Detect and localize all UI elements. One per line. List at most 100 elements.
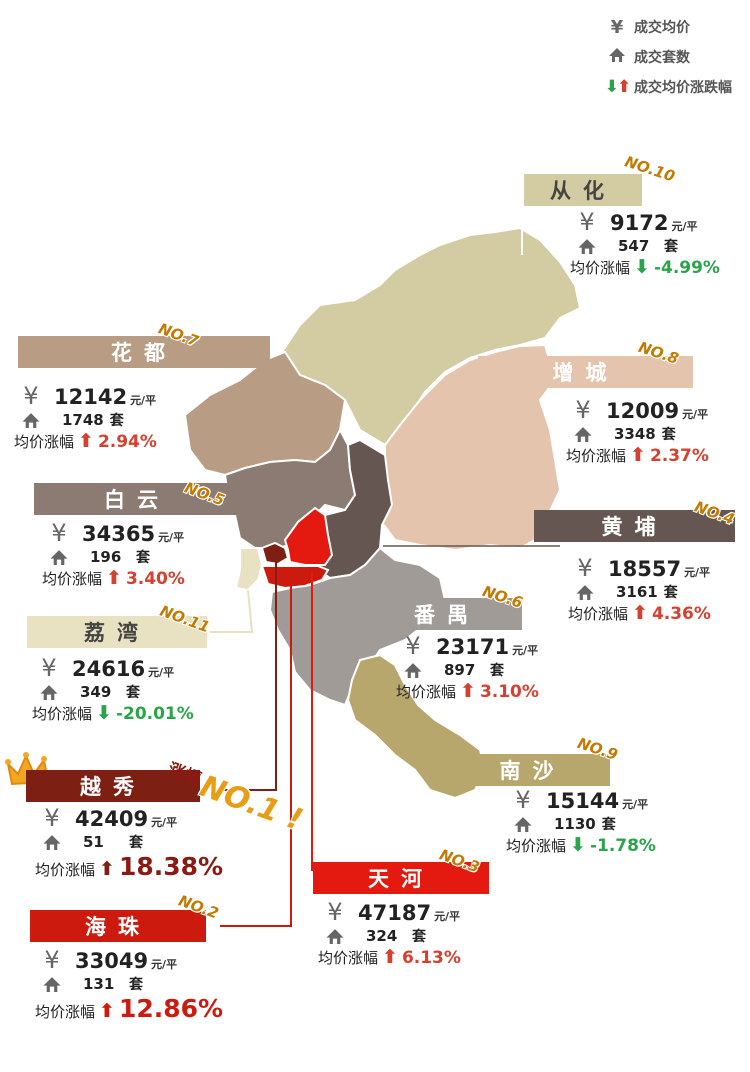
count-row: 196 套 [42, 547, 185, 567]
district-name: 黄埔 [601, 515, 668, 539]
count-row: 1130 套 [506, 814, 656, 834]
count-row: 131 套 [35, 974, 223, 994]
price-unit: 元/平 [148, 666, 175, 679]
price-change: -4.99% [653, 258, 720, 278]
change-label: 均价涨幅 [35, 861, 96, 879]
arrow-up-icon: ⬆ [78, 430, 94, 452]
count-row: 349 套 [32, 682, 194, 702]
avg-price: 12009 [606, 399, 680, 423]
count-unit: 套 [601, 817, 616, 833]
deal-count: 897 [444, 661, 476, 679]
deal-count: 196 [90, 548, 122, 566]
district-stats: ¥ 47187 元/平 324 套 均价涨幅 ⬆ 6.13% [318, 898, 461, 968]
arrow-up-icon: ⬆ [99, 1000, 115, 1022]
count-row: 51 套 [35, 832, 223, 852]
up-down-arrows-icon: ⬇⬆ [604, 77, 632, 97]
arrow-down-icon: ⬇ [634, 256, 650, 278]
price-unit: 元/平 [512, 644, 539, 657]
price-row: ¥ 42409 元/平 [35, 804, 223, 832]
price-unit: 元/平 [130, 394, 157, 407]
change-row: 均价涨幅 ⬆ 6.13% [318, 946, 461, 968]
district-banner-zengcheng: 增城 [478, 356, 693, 388]
yen-icon: ¥ [41, 654, 57, 682]
change-label: 均价涨幅 [570, 259, 631, 277]
district-shape-zengcheng [378, 343, 562, 552]
price-unit: 元/平 [434, 910, 461, 923]
count-row: 324 套 [318, 926, 461, 946]
house-icon [318, 928, 352, 945]
district-stats: ¥ 34365 元/平 196 套 均价涨幅 ⬆ 3.40% [42, 519, 185, 589]
avg-price: 42409 [75, 807, 149, 831]
price-change: -20.01% [115, 704, 194, 724]
price-change: 12.86% [118, 994, 224, 1023]
price-row: ¥ 23171 元/平 [396, 632, 539, 660]
house-icon [570, 238, 604, 255]
district-name: 从化 [550, 179, 616, 203]
change-label: 均价涨幅 [506, 837, 567, 855]
price-row: ¥ 12009 元/平 [566, 396, 709, 424]
price-unit: 元/平 [151, 816, 178, 829]
legend: ¥ 成交均价 成交套数 ⬇⬆ 成交均价涨跌幅 [600, 12, 732, 102]
deal-count: 349 [80, 683, 112, 701]
avg-price: 47187 [358, 901, 432, 925]
district-name: 海珠 [85, 915, 151, 939]
change-label: 均价涨幅 [14, 433, 75, 451]
price-row: ¥ 33049 元/平 [35, 946, 223, 974]
legend-count-label: 成交套数 [634, 50, 690, 66]
district-banner-tianhe: 天河 [313, 862, 489, 894]
deal-count: 1748 [62, 411, 104, 429]
legend-count: 成交套数 [600, 42, 732, 72]
deal-count: 547 [618, 237, 650, 255]
price-row: ¥ 24616 元/平 [32, 654, 194, 682]
count-row: 1748 套 [14, 410, 157, 430]
house-icon [35, 976, 69, 993]
arrow-up-icon: ⬆ [99, 858, 115, 880]
arrow-down-icon: ⬇ [570, 834, 586, 856]
count-unit: 套 [661, 427, 676, 443]
yen-icon: ¥ [23, 382, 39, 410]
district-shape-yuexiu [260, 541, 290, 566]
district-stats: ¥ 9172 元/平 547 套 均价涨幅 ⬇ -4.99% [570, 208, 720, 278]
price-row: ¥ 12142 元/平 [14, 382, 157, 410]
change-row: 均价涨幅 ⬆ 12.86% [35, 994, 223, 1023]
yen-icon: ¥ [44, 946, 60, 974]
deal-count: 131 [83, 975, 115, 993]
district-banner-conghua: 从化 [524, 174, 642, 206]
house-icon [32, 684, 66, 701]
district-shape-nansha [346, 653, 487, 800]
arrow-up-icon: ⬆ [460, 680, 476, 702]
change-label: 均价涨幅 [568, 605, 629, 623]
yen-icon: ¥ [327, 898, 343, 926]
change-label: 均价涨幅 [396, 683, 457, 701]
district-banner-panyu: 番禺 [372, 598, 522, 630]
yen-icon: ¥ [515, 786, 531, 814]
avg-price: 33049 [75, 949, 149, 973]
house-icon [566, 426, 600, 443]
yen-icon: ¥ [51, 519, 67, 547]
district-shape-liwan [234, 547, 264, 592]
arrow-up-icon: ⬆ [382, 946, 398, 968]
change-row: 均价涨幅 ⬆ 18.38% [35, 852, 223, 881]
yen-icon: ¥ [577, 554, 593, 582]
deal-count: 3348 [614, 425, 656, 443]
count-unit: 套 [126, 685, 140, 701]
price-unit: 元/平 [671, 220, 698, 233]
yen-icon: ¥ [44, 804, 60, 832]
price-row: ¥ 34365 元/平 [42, 519, 185, 547]
count-unit: 套 [136, 550, 150, 566]
district-name: 番禺 [414, 603, 480, 627]
avg-price: 34365 [82, 522, 156, 546]
district-shape-panyu [268, 546, 447, 707]
price-change: 2.94% [97, 432, 157, 452]
arrow-up-icon: ⬆ [632, 602, 648, 624]
legend-change-label: 成交均价涨跌幅 [634, 80, 732, 96]
leader-line-yuexiu [215, 562, 277, 791]
leader-lines [210, 205, 560, 927]
count-row: 897 套 [396, 660, 539, 680]
change-label: 均价涨幅 [42, 570, 103, 588]
district-banner-nansha: 南沙 [455, 754, 610, 786]
avg-price: 9172 [610, 211, 669, 235]
district-name: 南沙 [499, 759, 566, 783]
deal-count: 51 [83, 833, 104, 851]
price-unit: 元/平 [151, 958, 178, 971]
